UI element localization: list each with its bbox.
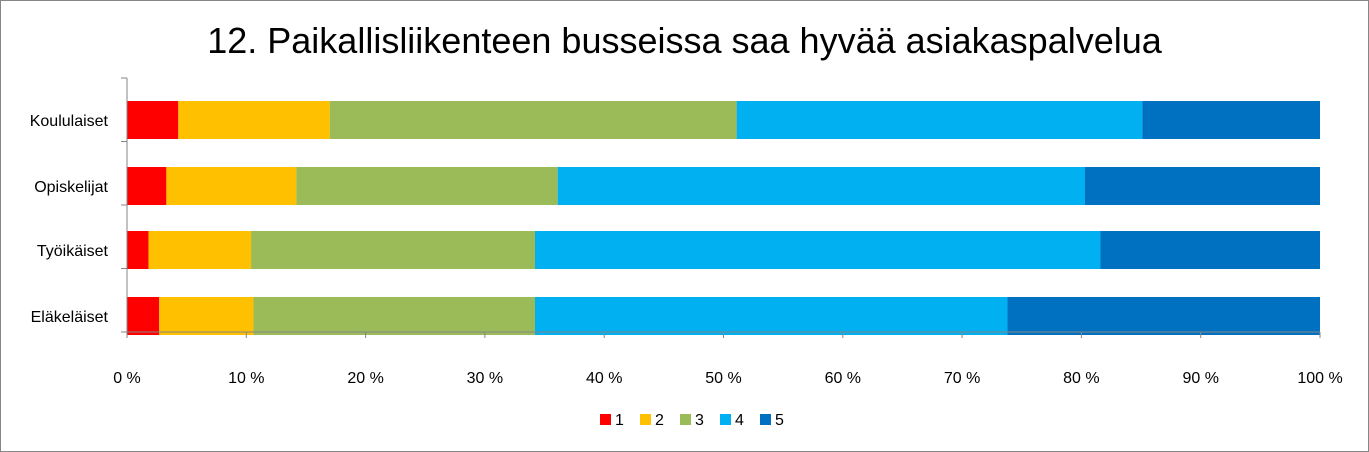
x-tick-label: 80 % [1063,370,1099,387]
bar-segment [1100,231,1320,269]
bar-segment [296,167,558,205]
bar-segment [127,167,167,205]
bar-segment [251,231,536,269]
bar-segment [557,167,1085,205]
x-tick-label: 40 % [586,370,622,387]
x-tick-label: 70 % [944,370,980,387]
bar-segment [166,167,297,205]
x-tick-label: 10 % [228,370,264,387]
bar-segment [1084,167,1320,205]
legend-swatch [600,414,611,425]
bar-segment [1142,101,1320,139]
bar-segment [329,101,737,139]
x-tick-label: 50 % [705,370,741,387]
bar-segment [736,101,1143,139]
x-tick-label: 100 % [1297,370,1342,387]
legend-label: 5 [775,412,784,429]
bar-segment [535,297,1008,335]
legend-swatch [720,414,731,425]
legend-label: 3 [695,412,704,429]
x-tick-label: 60 % [825,370,861,387]
bar-segment [127,297,160,335]
x-tick-label: 30 % [467,370,503,387]
x-tick-label: 0 % [113,370,141,387]
bar-segment [253,297,536,335]
bar-segment [159,297,254,335]
legend-label: 1 [615,412,624,429]
legend-swatch [680,414,691,425]
legend-swatch [760,414,771,425]
chart-title: 12. Paikallisliikenteen busseissa saa hy… [207,20,1162,61]
category-label: Opiskelijat [34,179,108,196]
legend-swatch [640,414,651,425]
bar-segment [127,101,179,139]
category-label: Koululaiset [30,113,109,130]
bar-segment [178,101,330,139]
x-tick-label: 20 % [347,370,383,387]
bar-segment [1007,297,1320,335]
category-label: Työikäiset [37,243,109,260]
legend-label: 2 [655,412,664,429]
x-tick-label: 90 % [1182,370,1218,387]
bar-segment [148,231,252,269]
bar-segment [127,231,149,269]
bar-segment [535,231,1101,269]
category-label: Eläkeläiset [31,309,109,326]
legend-label: 4 [735,412,744,429]
